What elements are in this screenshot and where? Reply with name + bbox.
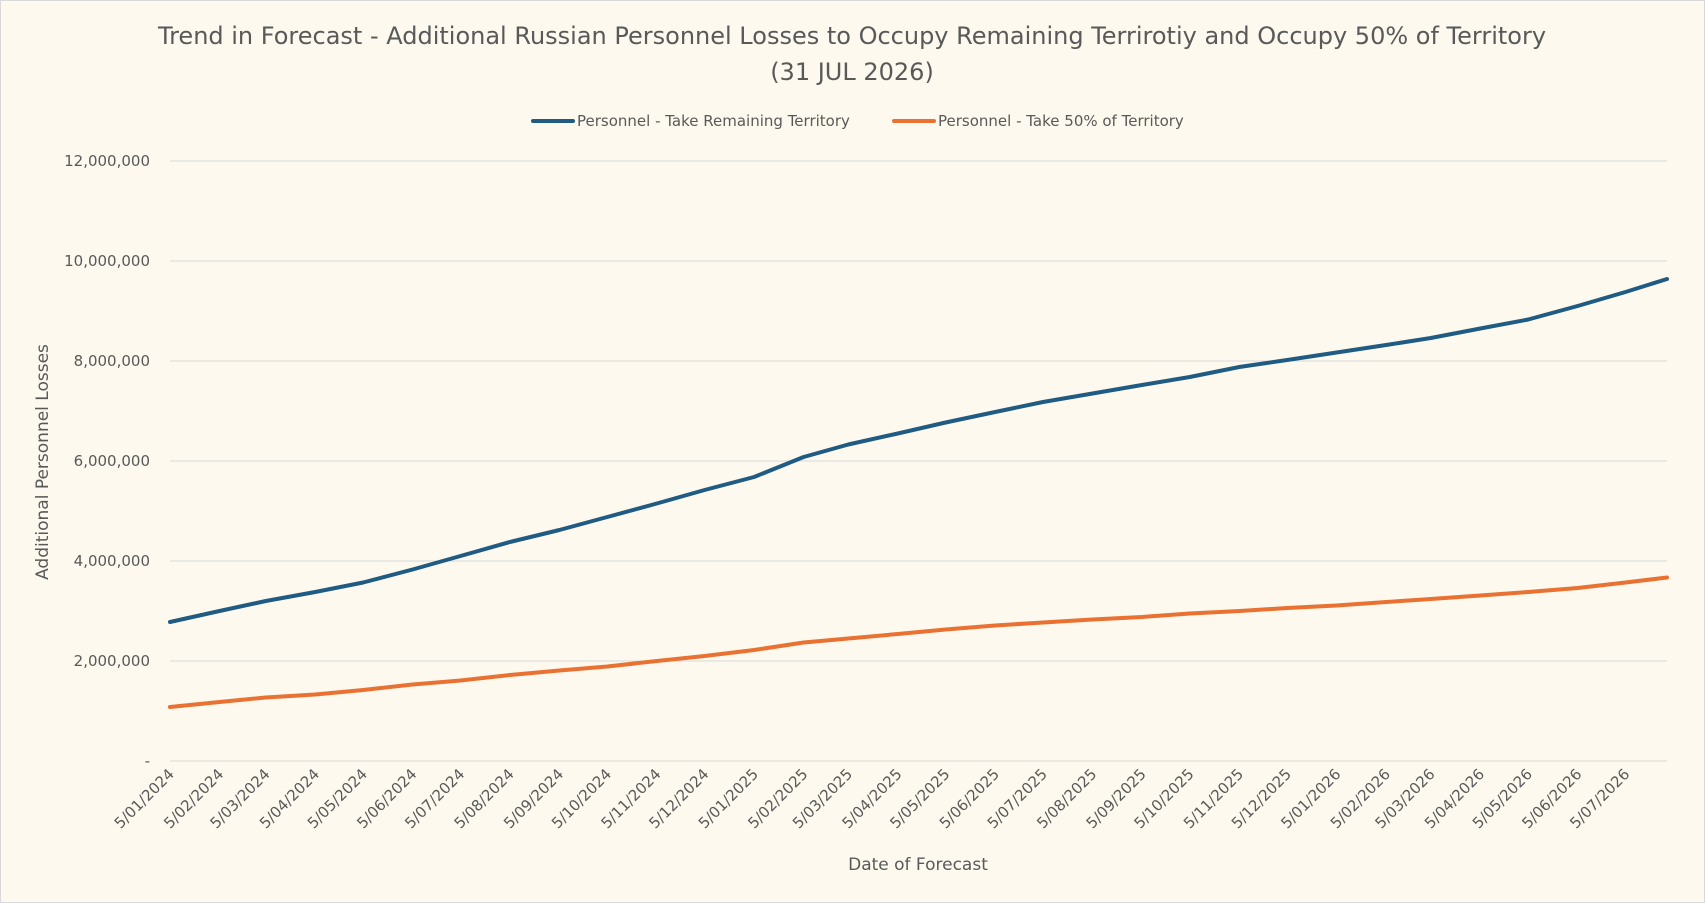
y-tick-label: 2,000,000 (74, 652, 150, 670)
series-0-point (605, 515, 609, 519)
series-1-point (1188, 612, 1192, 616)
y-tick-label: 6,000,000 (74, 452, 150, 470)
series-1-point (1335, 604, 1339, 608)
series-lines (168, 277, 1669, 709)
series-0-point (1188, 375, 1192, 379)
series-0-point (168, 620, 172, 624)
legend-label-fifty-percent: Personnel - Take 50% of Territory (938, 112, 1184, 130)
series-0-point (1285, 358, 1289, 362)
series-1-point (1140, 615, 1144, 619)
series-0-point (264, 599, 268, 603)
series-0-point (1335, 351, 1339, 355)
series-0-point (944, 421, 948, 425)
series-0-point (752, 475, 756, 479)
series-0-point (1384, 343, 1388, 347)
series-0-point (846, 443, 850, 447)
series-1-point (1237, 609, 1241, 613)
y-tick-label: - (145, 752, 150, 770)
series-1-point (1285, 606, 1289, 610)
series-0-point (459, 554, 463, 558)
legend-label-remaining: Personnel - Take Remaining Territory (577, 112, 850, 130)
series-0-point (508, 540, 512, 544)
chart-title: Trend in Forecast - Additional Russian P… (157, 22, 1546, 86)
series-1-point (1576, 586, 1580, 590)
series-1-point (361, 688, 365, 692)
y-tick-label: 8,000,000 (74, 352, 150, 370)
series-0-point (1140, 383, 1144, 387)
series-0-point (1478, 327, 1482, 331)
series-line-0 (168, 277, 1669, 624)
series-0-point (1041, 400, 1045, 404)
series-0-point (1237, 365, 1241, 369)
series-1-point (944, 628, 948, 632)
series-1-point (1429, 597, 1433, 601)
series-0-point (313, 590, 317, 594)
y-axis-title: Additional Personnel Losses (33, 344, 53, 580)
series-0-point (703, 488, 707, 492)
series-1-point (846, 637, 850, 641)
series-0-point (1526, 318, 1530, 322)
series-1-point (557, 669, 561, 673)
series-0-point (1429, 336, 1433, 340)
series-0-point (411, 568, 415, 572)
series-0-point (218, 609, 222, 613)
series-1-point (1041, 621, 1045, 625)
series-1-point (993, 624, 997, 628)
series-1-point (1624, 581, 1628, 585)
series-1-point (168, 705, 172, 709)
series-0-point (896, 432, 900, 436)
series-1-point (459, 679, 463, 683)
y-tick-label: 10,000,000 (64, 252, 150, 270)
series-line-1 (168, 575, 1669, 709)
series-1-point (752, 648, 756, 652)
series-1-point (605, 665, 609, 669)
series-1-point (1665, 576, 1669, 580)
series-0-point (993, 410, 997, 414)
series-1-point (1526, 590, 1530, 594)
chart-legend: Personnel - Take Remaining Territory Per… (531, 112, 1184, 130)
series-0-point (1091, 392, 1095, 396)
series-1-point (703, 654, 707, 658)
series-1-point (896, 632, 900, 636)
series-0-point (1665, 277, 1669, 281)
series-1-point (1478, 594, 1482, 598)
series-0-point (802, 455, 806, 459)
x-axis-tick-labels: 5/01/20245/02/20245/03/20245/04/20245/05… (111, 765, 1634, 832)
y-tick-label: 12,000,000 (64, 152, 150, 170)
series-0-point (361, 581, 365, 585)
series-1-point (218, 700, 222, 704)
y-axis-tick-labels: - 2,000,000 4,000,000 6,000,000 8,000,000 10,… (64, 152, 150, 770)
series-1-point (1091, 618, 1095, 622)
series-0-point (655, 502, 659, 506)
y-tick-label: 4,000,000 (74, 552, 150, 570)
series-0-point (1576, 304, 1580, 308)
y-gridlines (170, 160, 1667, 762)
series-1-point (1384, 600, 1388, 604)
series-1-point (655, 659, 659, 663)
series-0-point (557, 528, 561, 532)
series-1-point (313, 693, 317, 697)
x-axis-title: Date of Forecast (848, 855, 988, 875)
series-1-point (508, 673, 512, 677)
series-1-point (411, 683, 415, 687)
series-1-point (802, 641, 806, 645)
chart-title-line-1: Trend in Forecast - Additional Russian P… (157, 22, 1546, 50)
series-0-point (1624, 290, 1628, 294)
chart-title-line-2: (31 JUL 2026) (770, 58, 934, 86)
series-1-point (264, 696, 268, 700)
